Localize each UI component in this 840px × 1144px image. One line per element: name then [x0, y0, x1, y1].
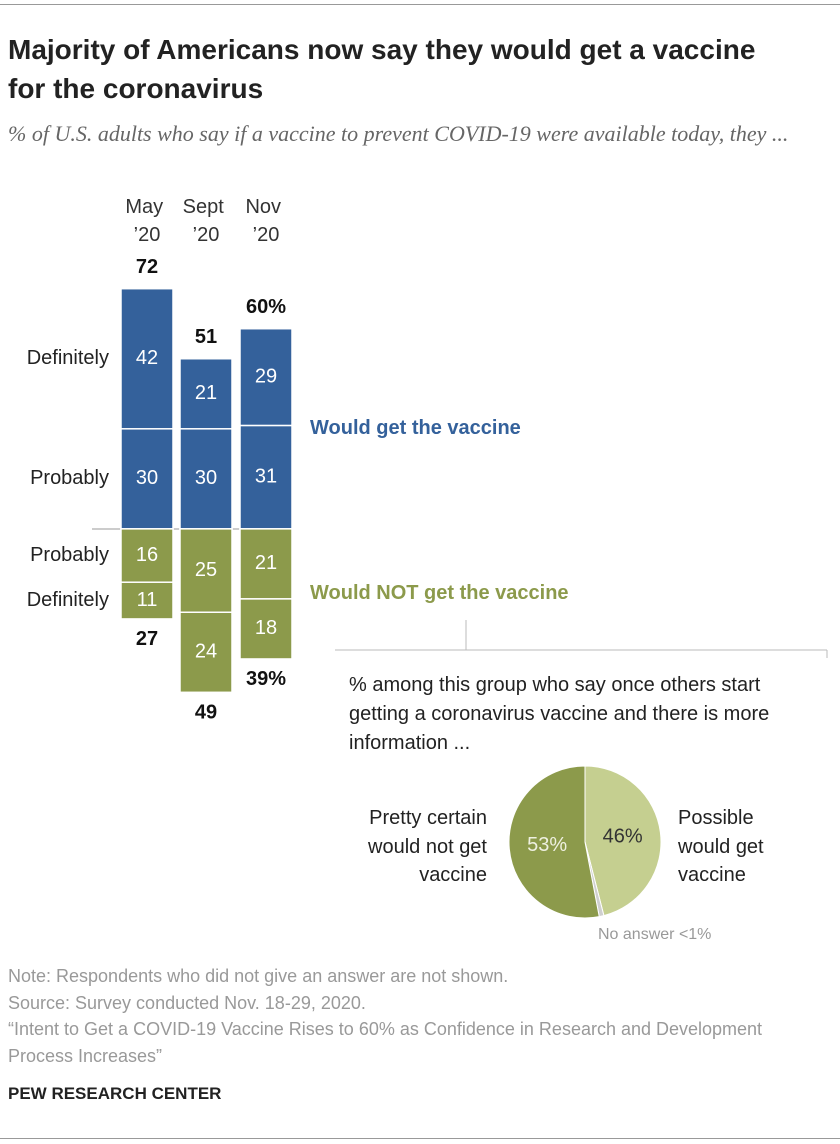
slice-value: <1% [678, 926, 712, 943]
segment-label: 30 [195, 467, 217, 489]
pie-title: % among this group who say once others s… [349, 674, 770, 754]
segment-label: 31 [255, 465, 277, 487]
total-label: 60% [246, 296, 286, 318]
bar-segment [120, 287, 174, 430]
row-label: Definitely [27, 347, 109, 369]
segment-label: 21 [255, 552, 277, 574]
slice-name: Pretty certain would not get vaccine [368, 807, 487, 886]
total-label: 27 [136, 628, 158, 650]
segment-label: 11 [137, 589, 158, 611]
note: “Intent to Get a COVID-19 Vaccine Rises … [8, 1019, 763, 1066]
group-label: Would NOT get the vaccine [310, 582, 569, 604]
group-label: Would get the vaccine [310, 417, 521, 439]
x-tick-label: Nov ’20 [245, 196, 286, 246]
segment-label: 42 [136, 347, 158, 369]
bar-segment [239, 598, 293, 660]
pie-slice [508, 765, 600, 919]
total-label: 51 [195, 326, 217, 348]
bar-segment [179, 611, 233, 694]
segment-label: 30 [136, 467, 158, 489]
bar-segment [120, 581, 174, 620]
row-label: Probably [30, 544, 109, 566]
row-label: Probably [30, 467, 109, 489]
row-label: Definitely [27, 589, 109, 611]
bar-segment [239, 327, 293, 427]
slice-name: No answer [598, 926, 675, 943]
slice-name: Possible would get vaccine [678, 807, 764, 886]
subtitle: % of U.S. adults who say if a vaccine to… [8, 121, 789, 146]
bar-segment [239, 424, 293, 530]
slice-value: 46% [603, 826, 643, 848]
top-rule [0, 4, 840, 5]
total-label: 49 [195, 702, 217, 724]
total-label: 72 [136, 256, 158, 278]
segment-label: 29 [255, 365, 277, 387]
pie-slice [584, 765, 662, 917]
bar-segment [179, 528, 233, 613]
slice-value: 53% [527, 834, 567, 856]
bar-segment [239, 528, 293, 600]
credit: PEW RESEARCH CENTER [8, 1084, 222, 1103]
notes: Note: Respondents who did not give an an… [8, 963, 828, 1069]
segment-label: 16 [136, 544, 158, 566]
bar-segment [120, 428, 174, 530]
x-tick-label: May ’20 [125, 196, 168, 246]
segment-label: 24 [195, 641, 217, 663]
total-label: 39% [246, 668, 286, 690]
note: Source: Survey conducted Nov. 18-29, 202… [8, 992, 366, 1013]
x-tick-label: Sept ’20 [183, 196, 230, 246]
pie-label: No answer <1% [598, 926, 711, 944]
bar-segment [179, 357, 233, 430]
segment-label: 21 [195, 382, 217, 404]
bottom-rule [0, 1138, 840, 1139]
bar-segment [120, 528, 174, 583]
segment-label: 18 [255, 617, 277, 639]
title: Majority of Americans now say they would… [8, 34, 756, 104]
note: Note: Respondents who did not give an an… [8, 966, 509, 986]
segment-label: 25 [195, 559, 217, 581]
